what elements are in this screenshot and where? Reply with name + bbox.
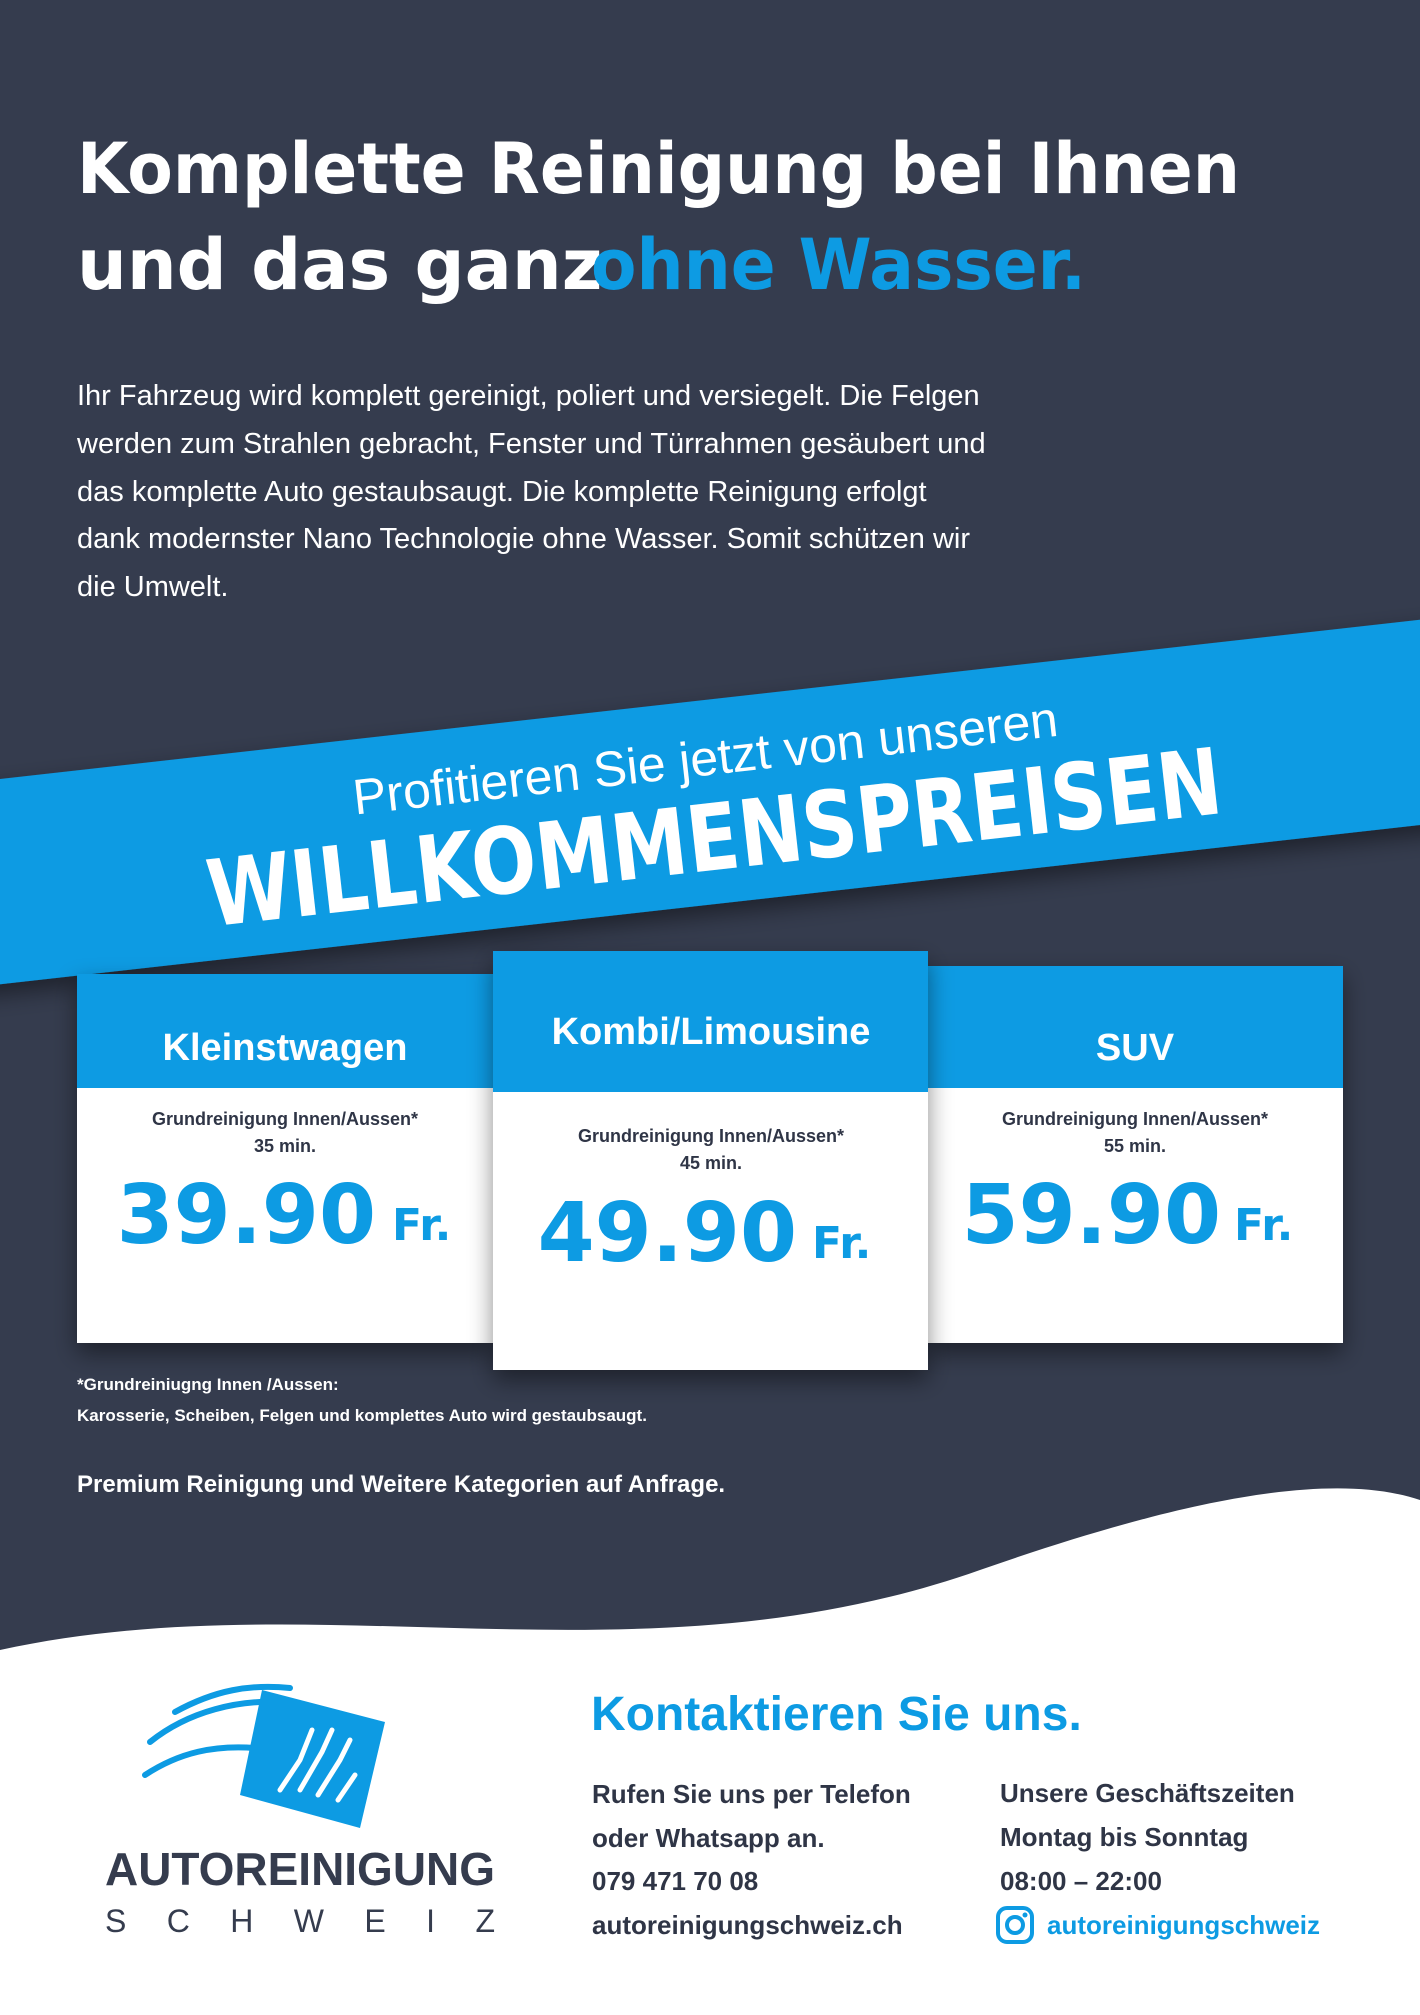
headline-highlight: ohne Wasser. <box>591 224 1086 306</box>
intro-line: dank modernster Nano Technologie ohne Wa… <box>77 523 970 555</box>
card-header <box>928 966 1343 1088</box>
logo-icon <box>142 1683 385 1828</box>
intro-line: die Umwelt. <box>77 571 229 603</box>
card-header <box>77 974 493 1088</box>
instagram-icon <box>996 1906 1034 1944</box>
banner-band <box>0 608 1420 996</box>
icon-frame <box>996 1906 1034 1944</box>
intro-line: das komplette Auto gestaubsaugt. Die kom… <box>77 476 927 508</box>
card-duration: 35 min. <box>254 1136 316 1156</box>
card-price: 59.90 <box>962 1168 1221 1263</box>
contact-title: Kontaktieren Sie uns. <box>591 1688 1082 1741</box>
card-service: Grundreinigung Innen/Aussen* <box>1002 1109 1268 1129</box>
card-title: Kleinstwagen <box>163 1027 408 1069</box>
footer-wave <box>0 1488 1420 2015</box>
contact-line: oder Whatsapp an. <box>592 1823 825 1853</box>
price-card <box>77 974 493 1343</box>
contact-website[interactable]: autoreinigungschweiz.ch <box>592 1910 903 1940</box>
card-price: 49.90 <box>538 1186 797 1281</box>
icon-dot <box>1022 1912 1028 1918</box>
headline: Komplette Reinigung bei Ihnen <box>77 128 1240 210</box>
card-header <box>493 951 928 1092</box>
intro-line: werden zum Strahlen gebracht, Fenster un… <box>76 428 986 460</box>
card-currency: Fr. <box>812 1218 871 1269</box>
card-title: SUV <box>1096 1027 1175 1069</box>
card-currency: Fr. <box>392 1200 451 1251</box>
price-card <box>493 951 928 1370</box>
speed-line <box>172 1683 293 1715</box>
footnote-text: Karosserie, Scheiben, Felgen und komplet… <box>77 1406 647 1425</box>
instagram-handle[interactable]: autoreinigungschweiz <box>1047 1910 1320 1940</box>
hand <box>277 1727 358 1803</box>
premium-note: Premium Reinigung und Weitere Kategorien… <box>77 1471 725 1498</box>
contact-line: Rufen Sie uns per Telefon <box>592 1779 911 1809</box>
contact-phone[interactable]: 079 471 70 08 <box>592 1866 758 1896</box>
logo-sub: SCHWEIZ <box>105 1903 495 1939</box>
logo-name: AUTOREINIGUNG <box>105 1843 495 1895</box>
cloth <box>240 1690 385 1828</box>
footnote-title: *Grundreiniugng Innen /Aussen: <box>77 1375 339 1394</box>
card-service: Grundreinigung Innen/Aussen* <box>152 1109 418 1129</box>
card-price: 39.90 <box>117 1168 376 1263</box>
card-title: Kombi/Limousine <box>552 1011 871 1053</box>
icon-lens <box>1005 1915 1025 1935</box>
hours-line: Unsere Geschäftszeiten <box>1000 1778 1295 1808</box>
price-card <box>928 966 1343 1343</box>
card-currency: Fr. <box>1234 1200 1293 1251</box>
hours-line: Montag bis Sonntag <box>1000 1822 1248 1852</box>
hours-line: 08:00 – 22:00 <box>1000 1866 1162 1896</box>
card-service: Grundreinigung Innen/Aussen* <box>578 1126 844 1146</box>
speed-line <box>142 1744 258 1778</box>
card-duration: 55 min. <box>1104 1136 1166 1156</box>
headline: und das ganz <box>77 224 602 306</box>
card-duration: 45 min. <box>680 1153 742 1173</box>
intro-line: Ihr Fahrzeug wird komplett gereinigt, po… <box>77 380 980 412</box>
